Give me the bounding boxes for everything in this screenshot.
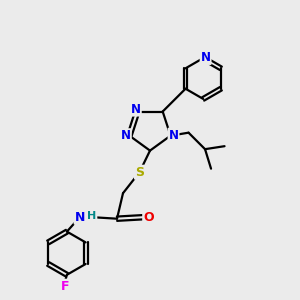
Text: H: H — [87, 211, 96, 221]
Text: S: S — [135, 166, 144, 179]
Text: N: N — [75, 211, 85, 224]
Text: O: O — [143, 211, 154, 224]
Text: F: F — [61, 280, 70, 293]
Text: N: N — [201, 51, 211, 64]
Text: N: N — [121, 129, 131, 142]
Text: N: N — [169, 129, 178, 142]
Text: N: N — [131, 103, 141, 116]
